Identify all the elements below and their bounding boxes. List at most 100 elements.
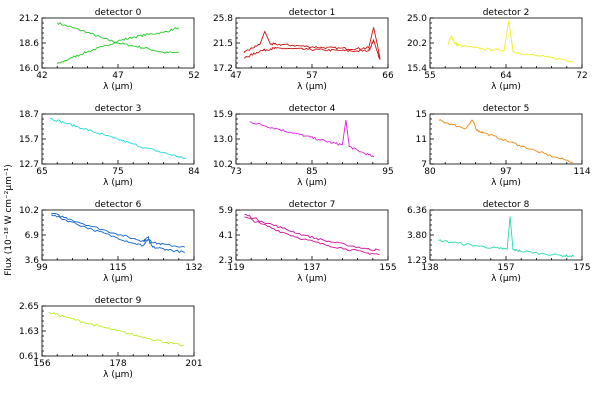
x-tick-label: 132 xyxy=(185,263,202,273)
panel-title: detector 3 xyxy=(95,104,142,114)
panel-detector-9: detector 9 156 178 201 0.61 1.63 2.65 λ (μm) xyxy=(19,296,203,380)
x-tick-label: 42 xyxy=(36,71,47,81)
x-tick-label: 80 xyxy=(424,167,436,177)
panel-title: detector 7 xyxy=(289,200,336,210)
y-tick-label: 17.2 xyxy=(213,64,233,74)
x-tick-label: 119 xyxy=(227,263,244,273)
y-tick-label: 6.9 xyxy=(25,231,40,241)
y-tick-label: 15.9 xyxy=(213,110,233,120)
panel-title: detector 6 xyxy=(95,200,142,210)
plot-frame xyxy=(429,209,583,261)
x-axis-label: λ (μm) xyxy=(297,274,327,284)
series-line-0 xyxy=(447,20,574,63)
x-tick-label: 95 xyxy=(382,167,393,177)
x-tick-label: 201 xyxy=(185,359,202,369)
panel-detector-3: detector 3 65 75 84 12.7 15.7 18.7 λ (μm) xyxy=(19,104,200,188)
series-line-0 xyxy=(243,27,381,59)
panel-title: detector 5 xyxy=(483,104,530,114)
y-tick-label: 0.61 xyxy=(19,352,39,362)
panel-title: detector 1 xyxy=(289,8,336,18)
series-line-1 xyxy=(51,212,185,248)
y-tick-label: 4.1 xyxy=(219,231,233,241)
y-tick-label: 21.5 xyxy=(213,39,233,49)
panel-detector-6: detector 6 99 115 132 3.6 6.9 10.2 λ (μm) xyxy=(19,200,203,284)
x-tick-label: 114 xyxy=(573,167,590,177)
x-tick-label: 65 xyxy=(36,167,47,177)
x-tick-label: 97 xyxy=(500,167,511,177)
y-tick-label: 18.6 xyxy=(19,39,39,49)
x-tick-label: 157 xyxy=(497,263,514,273)
panel-title: detector 0 xyxy=(95,8,142,18)
series-line-0 xyxy=(249,120,375,158)
x-tick-label: 156 xyxy=(33,359,50,369)
panel-title: detector 2 xyxy=(483,8,530,18)
x-tick-label: 47 xyxy=(230,71,241,81)
y-tick-label: 18.7 xyxy=(19,110,39,120)
x-tick-label: 178 xyxy=(109,359,126,369)
shared-y-axis-label: Flux (10⁻¹⁸ W cm⁻²μm⁻¹) xyxy=(4,164,14,276)
y-tick-label: 15 xyxy=(416,110,427,120)
plot-frame xyxy=(41,305,195,357)
x-tick-label: 47 xyxy=(112,71,123,81)
x-tick-label: 99 xyxy=(36,263,48,273)
plot-frame xyxy=(429,113,583,165)
x-tick-label: 73 xyxy=(230,167,241,177)
panel-title: detector 9 xyxy=(95,296,142,306)
y-tick-label: 25.0 xyxy=(407,14,427,24)
series-line-0 xyxy=(48,311,185,347)
y-tick-label: 21.2 xyxy=(19,14,39,24)
y-tick-label: 20.2 xyxy=(407,39,427,49)
y-tick-label: 12.7 xyxy=(19,160,39,170)
panel-detector-8: detector 8 138 157 175 1.23 3.80 6.36 λ (μm) xyxy=(407,200,591,284)
y-tick-label: 15.4 xyxy=(407,64,427,74)
y-tick-label: 5.9 xyxy=(219,206,234,216)
series-line-0 xyxy=(56,22,179,54)
y-tick-label: 6.36 xyxy=(407,206,427,216)
x-axis-label: λ (μm) xyxy=(103,178,133,188)
panel-detector-2: detector 2 55 64 72 15.4 20.2 25.0 λ (μm) xyxy=(407,8,588,92)
x-tick-label: 66 xyxy=(382,71,394,81)
series-line-0 xyxy=(49,117,187,160)
y-tick-label: 1.63 xyxy=(19,327,39,337)
x-tick-label: 72 xyxy=(576,71,587,81)
series-line-0 xyxy=(244,216,380,255)
x-tick-label: 75 xyxy=(112,167,123,177)
plot-frame xyxy=(429,17,583,69)
series-line-1 xyxy=(244,213,380,252)
y-tick-label: 1.23 xyxy=(407,256,427,266)
x-axis-label: λ (μm) xyxy=(103,82,133,92)
x-axis-label: λ (μm) xyxy=(491,178,521,188)
y-tick-label: 3.6 xyxy=(25,256,40,266)
y-tick-label: 2.65 xyxy=(19,302,39,312)
y-tick-label: 7 xyxy=(421,160,427,170)
plot-frame xyxy=(235,113,389,165)
x-tick-label: 155 xyxy=(379,263,396,273)
x-tick-label: 57 xyxy=(306,71,317,81)
y-tick-label: 16.0 xyxy=(19,64,39,74)
x-axis-label: λ (μm) xyxy=(297,178,327,188)
series-line-1 xyxy=(56,27,180,65)
series-line-1 xyxy=(243,38,381,60)
x-tick-label: 84 xyxy=(188,167,200,177)
panel-detector-0: detector 0 42 47 52 16.0 18.6 21.2 λ (μm) xyxy=(19,8,200,92)
x-tick-label: 115 xyxy=(109,263,126,273)
y-tick-label: 15.7 xyxy=(19,135,39,145)
y-tick-label: 2.3 xyxy=(219,256,233,266)
series-line-0 xyxy=(438,119,574,163)
x-axis-label: λ (μm) xyxy=(491,82,521,92)
panel-title: detector 8 xyxy=(483,200,530,210)
panel-detector-1: detector 1 47 57 66 17.2 21.5 25.8 λ (μm) xyxy=(213,8,394,92)
x-tick-label: 55 xyxy=(424,71,435,81)
panel-title: detector 4 xyxy=(289,104,336,114)
x-axis-label: λ (μm) xyxy=(103,274,133,284)
x-axis-label: λ (μm) xyxy=(491,274,521,284)
y-tick-label: 10.2 xyxy=(213,160,233,170)
x-tick-label: 52 xyxy=(188,71,199,81)
y-tick-label: 13.0 xyxy=(213,135,233,145)
panel-detector-5: detector 5 80 97 114 7 11 15 λ (μm) xyxy=(416,104,591,188)
y-tick-label: 10.2 xyxy=(19,206,39,216)
y-tick-label: 3.80 xyxy=(407,231,427,241)
plot-frame xyxy=(235,17,389,69)
series-line-0 xyxy=(438,216,575,258)
